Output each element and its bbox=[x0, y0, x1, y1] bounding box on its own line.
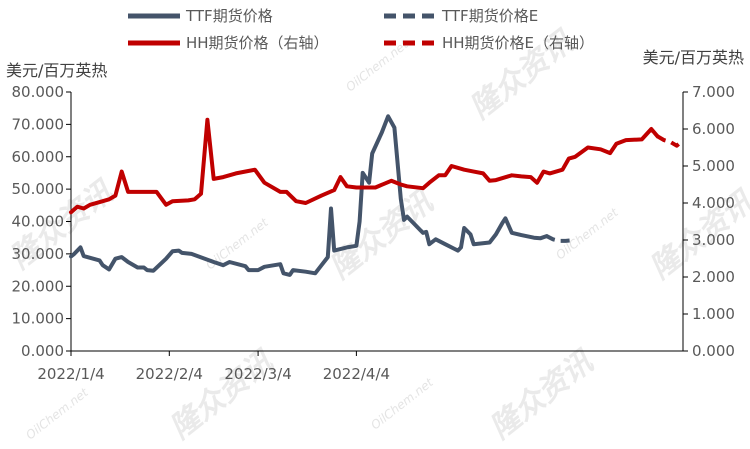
legend-label-hh: HH期货价格（右轴） bbox=[186, 34, 329, 52]
right-tick-label: 0.000 bbox=[692, 342, 735, 360]
watermark-sub-text: OilChem.net bbox=[368, 375, 436, 433]
left-tick-label: 30.000 bbox=[12, 245, 65, 263]
right-axis-ticks: 0.000 1.000 2.000 3.000 4.000 5.000 6.000 7.000 bbox=[683, 83, 735, 360]
left-tick-label: 10.000 bbox=[12, 310, 65, 328]
left-tick-label: 60.000 bbox=[12, 148, 65, 166]
right-tick-label: 1.000 bbox=[692, 305, 735, 323]
watermark-text: 隆众资讯 bbox=[483, 344, 601, 447]
legend-label-ttf: TTF期货价格 bbox=[185, 7, 273, 25]
left-tick-label: 0.000 bbox=[21, 342, 64, 360]
left-axis-unit: 美元/百万英热 bbox=[6, 61, 107, 80]
left-tick-label: 40.000 bbox=[12, 213, 65, 231]
legend-label-hh-e: HH期货价格E（右轴） bbox=[442, 34, 594, 52]
watermark-sub-text: OilChem.net bbox=[23, 385, 91, 443]
x-axis-ticks: 2022/1/4 2022/2/4 2022/3/4 2022/4/4 bbox=[37, 351, 390, 383]
x-tick-label: 2022/2/4 bbox=[136, 365, 203, 383]
left-tick-label: 70.000 bbox=[12, 115, 65, 133]
watermark-sub-text: OilChem.net bbox=[553, 205, 621, 263]
series-layer bbox=[69, 114, 685, 277]
right-tick-label: 4.000 bbox=[692, 194, 735, 212]
legend: TTF期货价格 TTF期货价格E HH期货价格（右轴） HH期货价格E（右轴） bbox=[128, 7, 594, 52]
right-tick-label: 2.000 bbox=[692, 268, 735, 286]
watermark-text: 隆众资讯 bbox=[323, 184, 441, 287]
right-tick-label: 6.000 bbox=[692, 120, 735, 138]
x-tick-label: 2022/3/4 bbox=[224, 365, 291, 383]
series-line-hh-e bbox=[656, 134, 685, 148]
series-line-ttf-e bbox=[545, 234, 573, 243]
x-tick-label: 2022/1/4 bbox=[37, 365, 104, 383]
left-tick-label: 50.000 bbox=[12, 180, 65, 198]
right-tick-label: 5.000 bbox=[692, 157, 735, 175]
legend-label-ttf-e: TTF期货价格E bbox=[441, 7, 538, 25]
series-line-hh bbox=[69, 117, 660, 215]
right-axis-unit: 美元/百万英热 bbox=[643, 48, 744, 67]
left-tick-label: 80.000 bbox=[12, 83, 65, 101]
watermark-sub-text: OilChem.net bbox=[343, 37, 411, 95]
watermark-text: 隆众资讯 bbox=[163, 344, 281, 447]
right-tick-label: 3.000 bbox=[692, 231, 735, 249]
series-line-ttf bbox=[69, 114, 549, 277]
left-axis-ticks: 0.000 10.000 20.000 30.000 40.000 50.000 60.00… bbox=[12, 83, 71, 360]
right-tick-label: 7.000 bbox=[692, 83, 735, 101]
x-tick-label: 2022/4/4 bbox=[323, 365, 390, 383]
left-tick-label: 20.000 bbox=[12, 277, 65, 295]
